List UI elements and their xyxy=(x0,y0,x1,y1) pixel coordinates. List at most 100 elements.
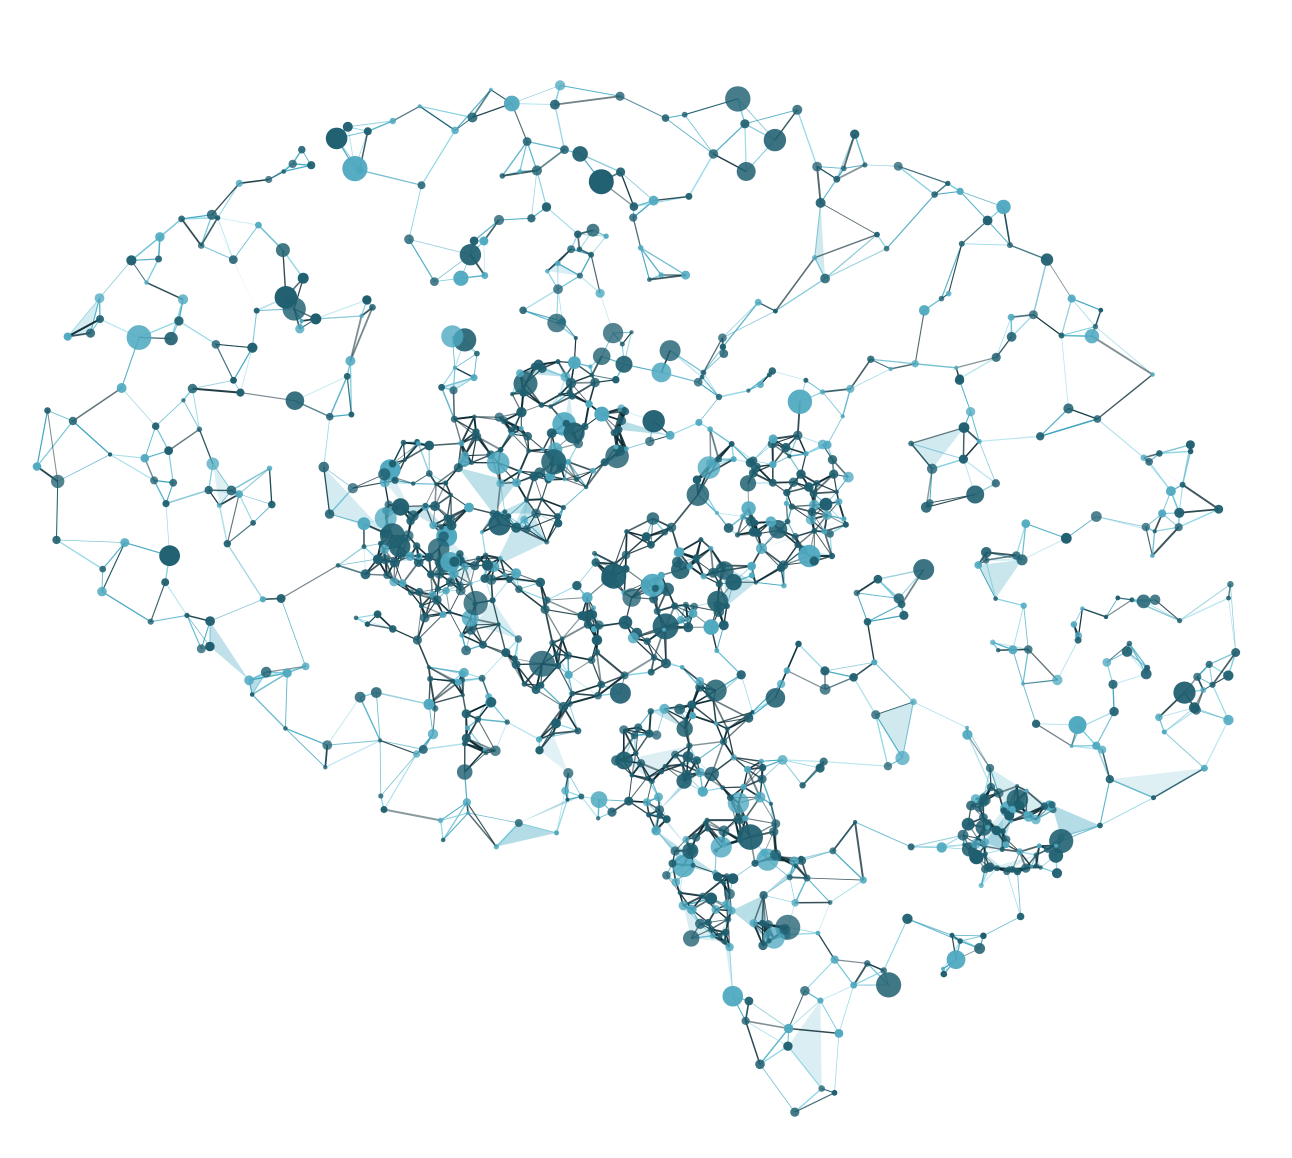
light-edge xyxy=(315,299,368,320)
light-edge xyxy=(745,1020,789,1047)
light-edge xyxy=(850,368,891,390)
dark-edge xyxy=(477,718,496,752)
dark-edge xyxy=(471,89,492,119)
network-node xyxy=(849,673,858,682)
light-edge xyxy=(481,652,507,679)
light-edge xyxy=(1006,871,1021,917)
light-edge xyxy=(531,170,538,219)
network-node xyxy=(249,692,255,697)
network-node xyxy=(326,412,334,421)
dark-edge xyxy=(544,609,563,640)
network-node xyxy=(298,145,306,154)
dark-edge xyxy=(561,615,583,640)
dark-edge xyxy=(806,877,864,881)
network-node xyxy=(850,129,860,139)
light-edge xyxy=(329,487,354,515)
network-node xyxy=(708,149,719,159)
dark-edge xyxy=(101,542,126,592)
network-node xyxy=(853,820,858,825)
facet xyxy=(496,822,557,847)
network-node xyxy=(783,1023,794,1034)
dark-edge xyxy=(515,664,537,691)
dark-edge xyxy=(146,281,184,301)
network-node xyxy=(1200,764,1208,772)
network-node xyxy=(867,355,875,363)
light-edge xyxy=(1095,326,1153,375)
network-node xyxy=(739,475,757,492)
light-edge xyxy=(897,165,936,196)
network-node xyxy=(755,1059,765,1070)
light-edge xyxy=(477,718,508,723)
network-node xyxy=(295,324,305,334)
dark-edge xyxy=(526,528,547,543)
network-node xyxy=(116,383,127,393)
network-node xyxy=(44,407,51,414)
network-node xyxy=(574,230,582,239)
dark-edge xyxy=(268,468,273,505)
network-node xyxy=(840,414,845,419)
network-node xyxy=(1084,329,1100,344)
light-edge xyxy=(867,603,902,623)
network-node xyxy=(504,719,510,725)
light-edge xyxy=(755,581,784,587)
dark-edge xyxy=(454,367,475,379)
dark-edge xyxy=(890,363,916,370)
network-node xyxy=(1031,719,1041,728)
network-node xyxy=(97,586,107,597)
network-node xyxy=(781,582,787,589)
network-node xyxy=(676,616,685,624)
dark-edge xyxy=(836,164,866,181)
dark-edge xyxy=(820,202,878,235)
facet xyxy=(724,941,733,997)
light-edge xyxy=(1196,709,1229,721)
network-node xyxy=(567,245,576,254)
dark-edge xyxy=(568,659,592,676)
light-edge xyxy=(1015,523,1027,556)
light-edge xyxy=(703,353,725,373)
dark-edge xyxy=(496,483,502,514)
network-node xyxy=(342,121,353,132)
light-edge xyxy=(987,220,1011,246)
network-node xyxy=(946,950,966,970)
light-edge xyxy=(820,1000,840,1034)
network-node xyxy=(958,454,969,464)
network-node xyxy=(1205,660,1213,669)
network-node xyxy=(499,173,506,179)
light-edge xyxy=(1109,778,1154,799)
network-node xyxy=(717,932,723,939)
network-node xyxy=(268,500,276,509)
light-edge xyxy=(875,714,889,767)
facet xyxy=(1109,768,1205,798)
dark-edge xyxy=(56,481,59,540)
network-node xyxy=(748,572,756,579)
facet xyxy=(212,463,232,506)
dark-edge xyxy=(692,864,716,874)
light-edge xyxy=(1021,523,1027,560)
dark-edge xyxy=(600,674,625,686)
light-edge xyxy=(280,598,306,667)
light-edge xyxy=(806,877,831,903)
light-edge xyxy=(824,248,887,279)
light-edge xyxy=(978,441,997,484)
light-edge xyxy=(155,399,184,427)
network-node xyxy=(247,342,258,353)
network-node xyxy=(1103,614,1109,620)
dark-edge xyxy=(546,248,572,272)
dark-edge xyxy=(596,651,626,677)
network-node xyxy=(911,360,919,368)
light-edge xyxy=(731,443,754,462)
light-edge xyxy=(856,592,868,622)
network-node xyxy=(1158,509,1167,518)
network-node xyxy=(831,1089,838,1096)
dark-edge xyxy=(180,218,202,247)
network-node xyxy=(819,757,828,766)
network-node xyxy=(323,765,328,770)
dark-edge xyxy=(691,704,717,724)
network-node xyxy=(519,306,527,315)
network-node xyxy=(1105,775,1115,784)
light-edge xyxy=(1178,508,1219,528)
dark-edge xyxy=(1068,407,1098,420)
network-node xyxy=(281,169,287,174)
light-edge xyxy=(186,615,202,649)
network-node xyxy=(453,270,469,286)
